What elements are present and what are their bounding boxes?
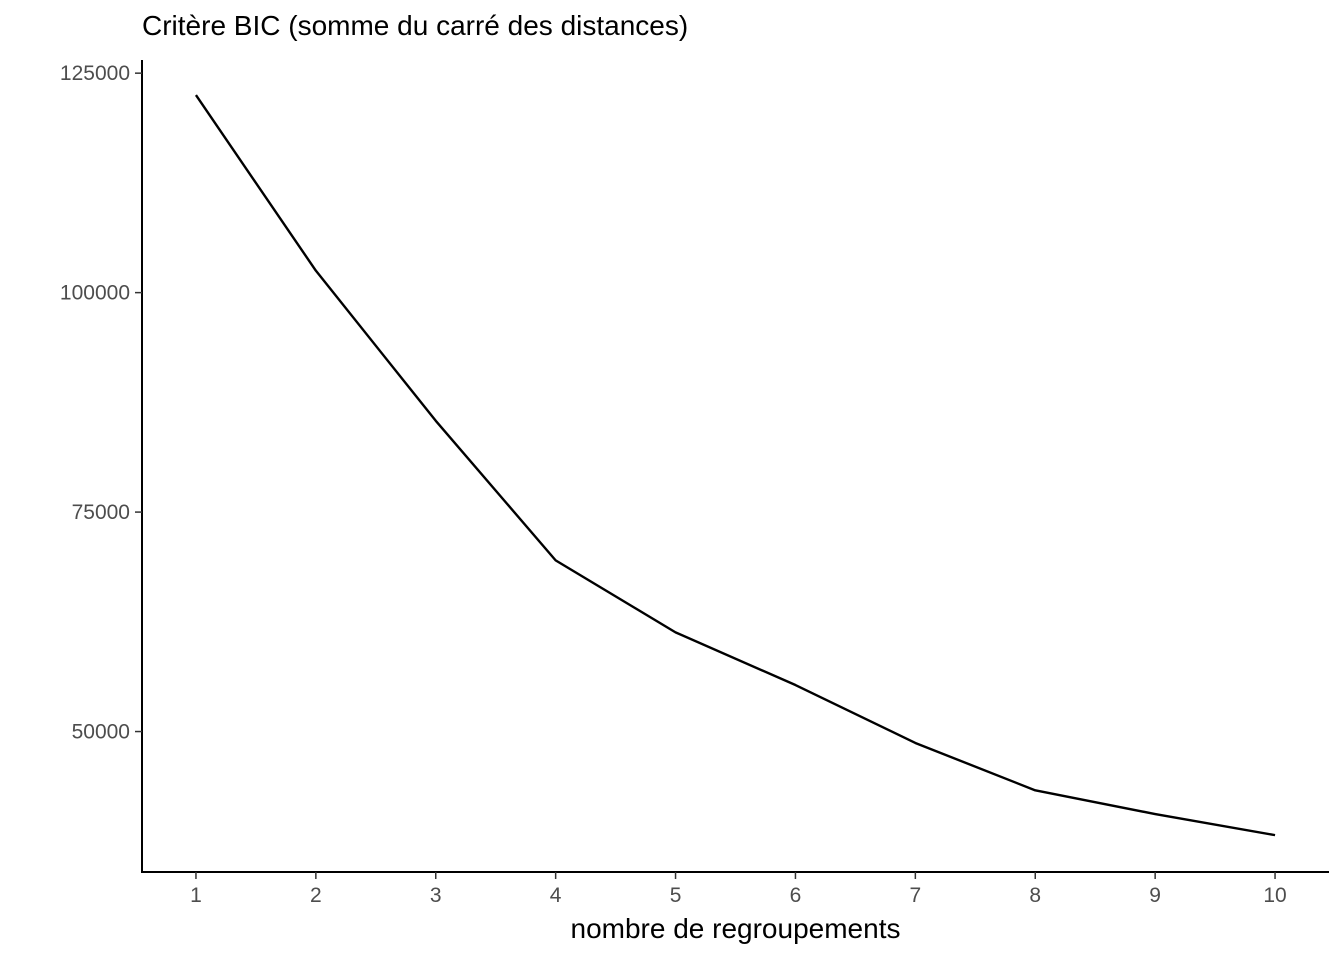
chart-title: Critère BIC (somme du carré des distance…	[142, 10, 689, 41]
series-line	[194, 94, 1276, 837]
x-axis-title: nombre de regroupements	[571, 913, 901, 944]
x-tick-label: 5	[670, 884, 682, 907]
x-tick-label: 4	[550, 884, 562, 907]
x-tick-label: 3	[430, 884, 442, 907]
x-tick-label: 2	[310, 884, 322, 907]
x-tick-label: 1	[190, 884, 202, 907]
y-tick-label: 125000	[60, 62, 130, 85]
x-tick-label: 7	[910, 884, 922, 907]
y-tick-label: 75000	[72, 501, 130, 524]
y-tick-label: 50000	[72, 721, 130, 744]
x-tick-label: 6	[790, 884, 802, 907]
y-tick-label: 100000	[60, 282, 130, 305]
x-tick-label: 8	[1029, 884, 1041, 907]
x-tick-label: 9	[1149, 884, 1161, 907]
x-tick-label: 10	[1263, 884, 1286, 907]
